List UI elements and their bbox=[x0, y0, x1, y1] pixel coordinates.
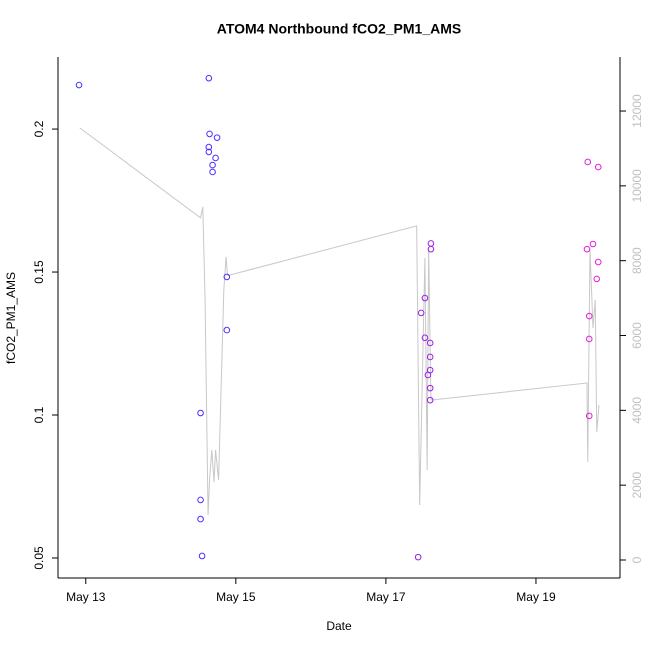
point bbox=[205, 74, 213, 82]
point bbox=[594, 163, 602, 171]
point bbox=[594, 258, 602, 266]
x-tick-label: May 17 bbox=[366, 590, 406, 604]
point bbox=[417, 309, 425, 317]
y-tick-label: 0.15 bbox=[32, 260, 46, 284]
point bbox=[197, 496, 204, 504]
point bbox=[205, 148, 213, 156]
point bbox=[209, 168, 216, 176]
point bbox=[585, 312, 593, 320]
point bbox=[197, 409, 204, 417]
point bbox=[421, 294, 429, 302]
point bbox=[589, 240, 597, 248]
x-tick-label: May 13 bbox=[66, 590, 106, 604]
point bbox=[212, 154, 219, 162]
point bbox=[205, 143, 213, 151]
point bbox=[206, 130, 213, 138]
point bbox=[213, 134, 221, 141]
y-tick-label: 0.05 bbox=[32, 546, 46, 570]
point bbox=[424, 371, 432, 379]
point bbox=[585, 335, 593, 343]
y-tick-label: 0.2 bbox=[32, 120, 46, 137]
point bbox=[426, 353, 434, 361]
point bbox=[427, 245, 435, 253]
line-series bbox=[79, 127, 600, 516]
chart-title: ATOM4 Northbound fCO2_PM1_AMS bbox=[217, 21, 462, 37]
point bbox=[197, 515, 204, 523]
point bbox=[421, 334, 429, 342]
x-axis-label: Date bbox=[326, 619, 352, 633]
point bbox=[426, 384, 434, 392]
point bbox=[426, 396, 434, 404]
x-tick-label: May 19 bbox=[516, 590, 556, 604]
y2-tick-label: 8000 bbox=[630, 247, 644, 274]
y2-tick-label: 4000 bbox=[630, 397, 644, 424]
point bbox=[584, 158, 592, 166]
point bbox=[414, 553, 422, 561]
point bbox=[209, 161, 216, 169]
y2-tick-label: 2000 bbox=[630, 472, 644, 499]
y-tick-label: 0.1 bbox=[32, 406, 46, 423]
y-axis-label: fCO2_PM1_AMS bbox=[4, 272, 18, 364]
point bbox=[426, 339, 434, 347]
point bbox=[585, 412, 593, 420]
point bbox=[427, 240, 435, 247]
y2-tick-label: 0 bbox=[630, 556, 644, 563]
point bbox=[223, 273, 231, 281]
x-tick-label: May 15 bbox=[216, 590, 256, 604]
point bbox=[75, 81, 83, 89]
point bbox=[223, 326, 231, 334]
point bbox=[583, 245, 591, 253]
y2-tick-label: 6000 bbox=[630, 322, 644, 349]
y2-tick-label: 12000 bbox=[630, 94, 644, 128]
point bbox=[198, 552, 206, 560]
y2-tick-label: 10000 bbox=[630, 169, 644, 203]
point bbox=[593, 275, 601, 283]
